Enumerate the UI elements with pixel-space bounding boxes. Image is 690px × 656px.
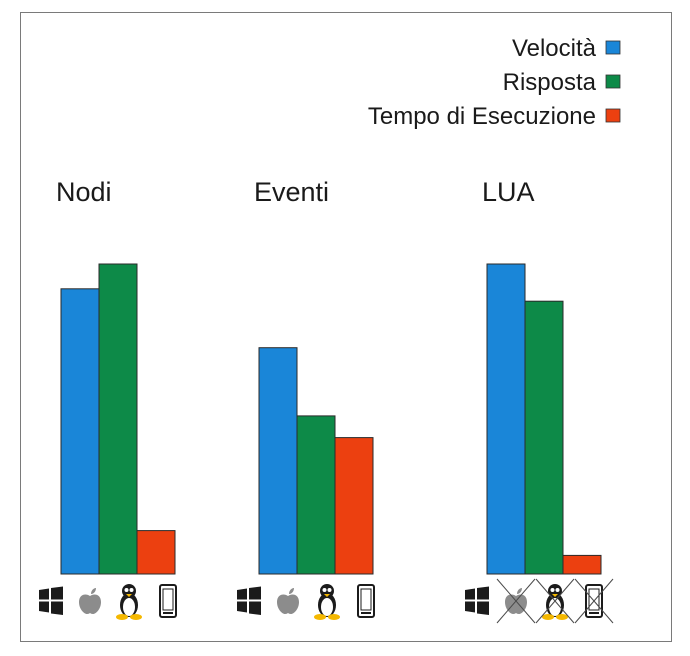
bar-nodi-risposta xyxy=(98,263,138,575)
bar-nodi-tempo-di-esecuzione xyxy=(136,530,176,575)
legend-label-tempo-di-esecuzione: Tempo di Esecuzione xyxy=(368,103,596,130)
windows-icon xyxy=(39,586,63,615)
apple-icon xyxy=(79,588,101,614)
bar-eventi-risposta xyxy=(296,415,336,575)
legend-swatch-velocita xyxy=(605,40,621,55)
cross-mark-icon xyxy=(535,578,575,624)
legend-swatch-tempo-di-esecuzione xyxy=(605,108,621,123)
bar-lua-tempo-di-esecuzione xyxy=(562,554,602,575)
windows-icon xyxy=(465,586,489,615)
linux-tux-icon xyxy=(542,584,568,620)
windows-icon xyxy=(237,586,261,615)
legend-label-risposta: Risposta xyxy=(503,69,597,96)
mobile-phone-icon xyxy=(357,584,375,618)
bar-lua-risposta xyxy=(524,300,564,575)
linux-tux-icon xyxy=(314,584,340,620)
legend-label-velocita: Velocità xyxy=(512,35,597,62)
legend-swatch-risposta xyxy=(605,74,621,89)
bar-eventi-velocita xyxy=(258,347,298,575)
cross-mark-icon xyxy=(574,578,614,624)
bar-nodi-velocita xyxy=(60,288,100,575)
bar-eventi-tempo-di-esecuzione xyxy=(334,437,374,575)
group-title-nodi: Nodi xyxy=(56,177,112,207)
bar-lua-velocita xyxy=(486,263,526,575)
group-title-eventi: Eventi xyxy=(254,177,329,207)
mobile-phone-icon xyxy=(159,584,177,618)
apple-icon xyxy=(277,588,299,614)
apple-icon xyxy=(505,588,527,614)
cross-mark-icon xyxy=(496,578,536,624)
linux-tux-icon xyxy=(116,584,142,620)
group-title-lua: LUA xyxy=(482,177,535,207)
